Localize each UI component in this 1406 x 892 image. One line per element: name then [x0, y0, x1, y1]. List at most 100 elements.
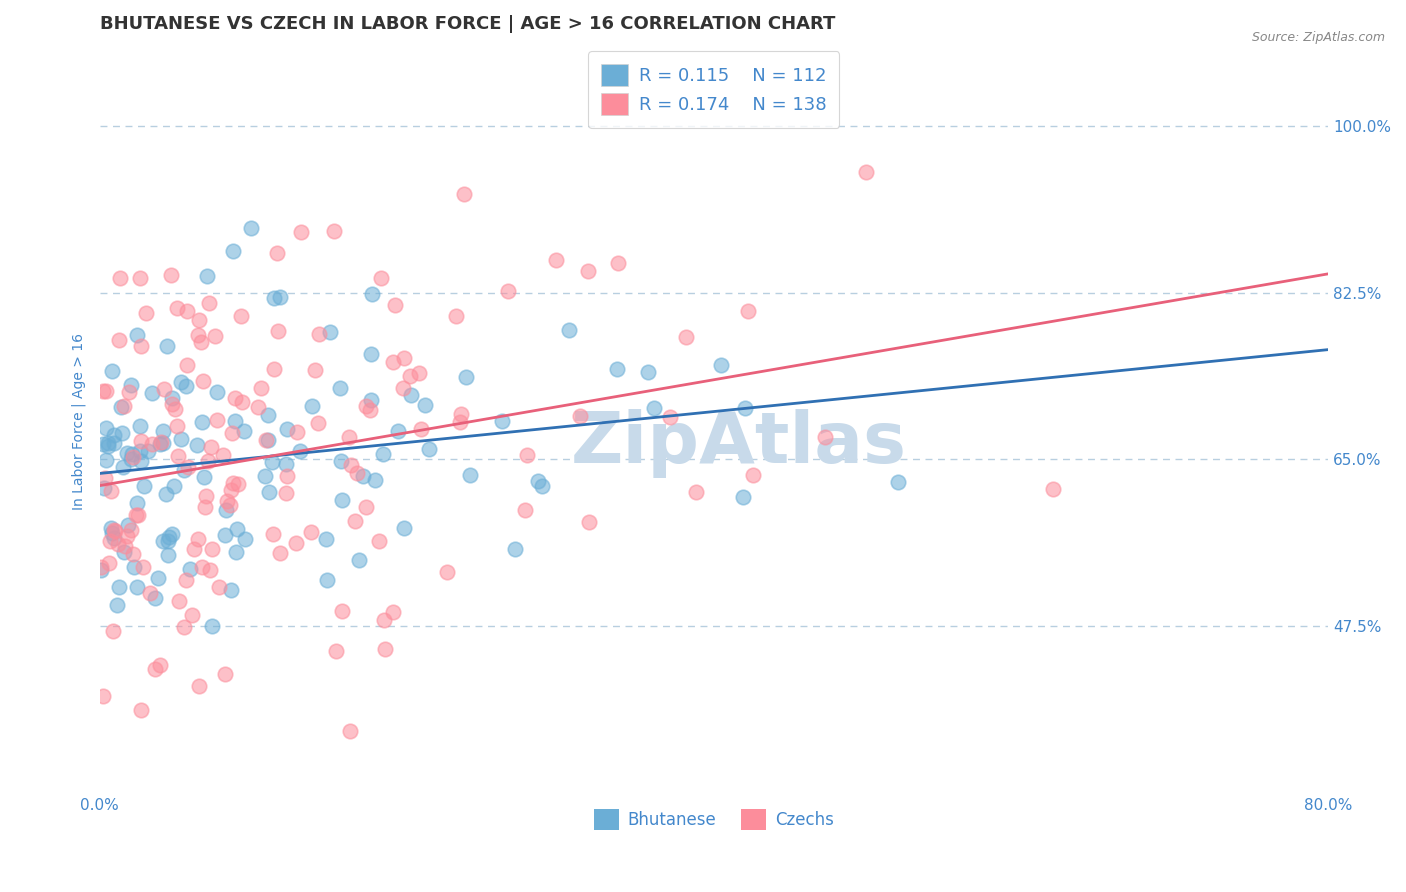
- Point: [269, 545, 291, 559]
- Point: [367, 534, 389, 549]
- Point: [93, 471, 115, 485]
- Point: [146, 571, 169, 585]
- Point: [163, 478, 186, 492]
- Point: [214, 666, 236, 681]
- Point: [710, 358, 733, 372]
- Point: [155, 338, 177, 352]
- Point: [685, 485, 707, 500]
- Point: [215, 493, 238, 508]
- Point: [576, 264, 599, 278]
- Point: [191, 560, 214, 574]
- Point: [153, 382, 176, 396]
- Point: [187, 532, 209, 546]
- Point: [450, 407, 472, 421]
- Point: [100, 525, 122, 540]
- Point: [308, 326, 330, 341]
- Point: [276, 469, 298, 483]
- Point: [91, 384, 114, 398]
- Point: [515, 503, 537, 517]
- Point: [418, 442, 440, 456]
- Point: [659, 410, 682, 425]
- Point: [207, 384, 229, 399]
- Point: [449, 415, 471, 429]
- Point: [266, 245, 288, 260]
- Point: [129, 419, 152, 434]
- Point: [107, 580, 129, 594]
- Point: [201, 619, 224, 633]
- Point: [737, 304, 759, 318]
- Point: [112, 459, 135, 474]
- Point: [112, 545, 135, 559]
- Point: [606, 362, 628, 376]
- Point: [285, 425, 308, 439]
- Point: [274, 457, 297, 471]
- Point: [887, 475, 910, 490]
- Point: [117, 518, 139, 533]
- Point: [374, 642, 396, 657]
- Point: [222, 475, 245, 490]
- Point: [221, 425, 243, 440]
- Point: [240, 221, 263, 235]
- Point: [454, 370, 477, 384]
- Point: [225, 545, 247, 559]
- Point: [173, 463, 195, 477]
- Point: [361, 287, 384, 301]
- Point: [411, 421, 433, 435]
- Point: [111, 425, 134, 440]
- Point: [149, 435, 172, 450]
- Point: [127, 327, 149, 342]
- Point: [141, 386, 163, 401]
- Point: [129, 703, 152, 717]
- Point: [208, 580, 231, 594]
- Point: [103, 523, 125, 537]
- Point: [219, 583, 242, 598]
- Point: [356, 500, 378, 515]
- Point: [117, 529, 139, 543]
- Point: [339, 458, 361, 472]
- Point: [125, 508, 148, 522]
- Point: [498, 284, 520, 298]
- Point: [101, 624, 124, 639]
- Point: [373, 614, 395, 628]
- Point: [363, 473, 385, 487]
- Point: [93, 436, 115, 450]
- Point: [329, 381, 352, 395]
- Point: [166, 419, 188, 434]
- Point: [257, 485, 280, 500]
- Point: [263, 291, 285, 305]
- Point: [152, 533, 174, 548]
- Point: [186, 438, 208, 452]
- Point: [152, 424, 174, 438]
- Point: [105, 598, 128, 612]
- Point: [301, 400, 323, 414]
- Point: [160, 396, 183, 410]
- Point: [399, 368, 422, 383]
- Point: [93, 690, 115, 704]
- Point: [114, 539, 136, 553]
- Point: [453, 187, 475, 202]
- Point: [94, 421, 117, 435]
- Point: [125, 496, 148, 510]
- Point: [139, 586, 162, 600]
- Point: [132, 479, 155, 493]
- Point: [855, 164, 877, 178]
- Point: [167, 449, 190, 463]
- Point: [323, 224, 346, 238]
- Point: [370, 271, 392, 285]
- Point: [129, 454, 152, 468]
- Point: [177, 459, 200, 474]
- Point: [127, 508, 149, 522]
- Point: [90, 563, 112, 577]
- Point: [218, 498, 240, 512]
- Point: [188, 313, 211, 327]
- Point: [381, 354, 404, 368]
- Point: [160, 527, 183, 541]
- Point: [104, 524, 127, 538]
- Point: [330, 492, 353, 507]
- Point: [129, 270, 152, 285]
- Point: [157, 530, 180, 544]
- Point: [101, 364, 124, 378]
- Point: [387, 425, 409, 439]
- Point: [224, 414, 246, 428]
- Point: [120, 377, 142, 392]
